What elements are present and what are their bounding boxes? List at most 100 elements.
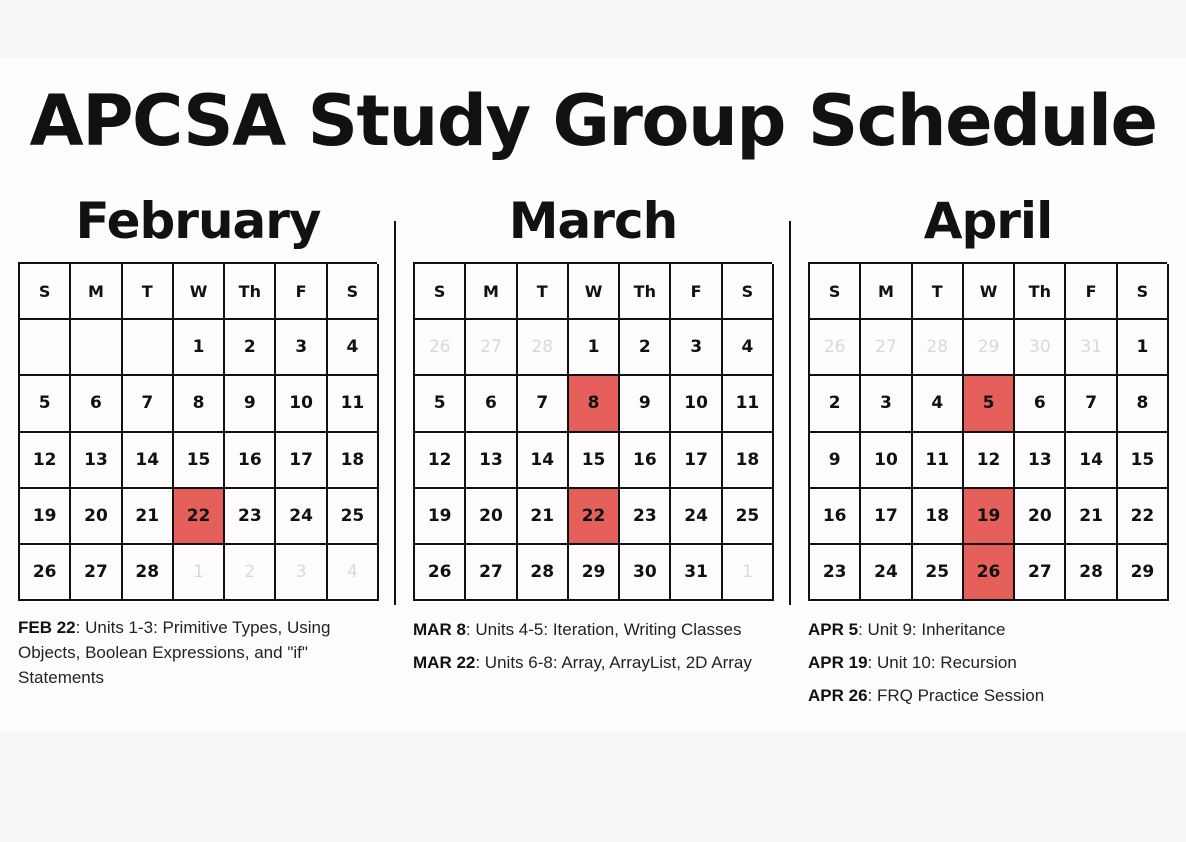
day-cell: 17 (861, 488, 913, 545)
day-cell: 7 (517, 376, 569, 433)
session-note: APR 26: FRQ Practice Session (808, 683, 1180, 708)
day-cell: 30 (620, 544, 672, 602)
day-cell: 9 (810, 432, 862, 489)
day-cell: 26 (415, 544, 467, 602)
day-cell: 29 (1117, 544, 1170, 602)
day-cell: 4 (722, 320, 775, 377)
day-cell: 12 (20, 432, 72, 489)
day-cell: 16 (810, 488, 862, 545)
day-cell: 1 (173, 544, 226, 602)
weekday-header: F (1066, 264, 1118, 321)
column-divider (789, 221, 791, 605)
day-cell: 12 (415, 432, 467, 489)
weekday-header: M (861, 264, 913, 321)
day-cell: 3 (276, 544, 328, 602)
session-note: MAR 8: Units 4-5: Iteration, Writing Cla… (413, 617, 793, 642)
weekday-header: F (276, 264, 328, 321)
day-cell: 10 (276, 376, 328, 433)
calendar-grid: S M T W Th F S 26 27 28 29 30 31 1 2 3 4 5 6 7 8 9 10 11 12 13 14 1… (808, 262, 1170, 602)
day-cell: 2 (225, 544, 277, 602)
month-title: February (75, 192, 321, 250)
weekday-header: M (71, 264, 123, 321)
day-cell: 30 (1015, 320, 1067, 377)
weekday-header: T (912, 264, 964, 321)
weekday-header: W (173, 264, 226, 321)
day-cell: 28 (517, 544, 569, 602)
day-cell: 28 (912, 320, 964, 377)
weekday-header: W (568, 264, 621, 321)
day-cell: 4 (912, 376, 964, 433)
day-cell: 18 (327, 432, 380, 489)
day-cell: 29 (568, 544, 621, 602)
day-cell: 21 (122, 488, 174, 545)
day-cell: 20 (466, 488, 518, 545)
weekday-header: S (327, 264, 380, 321)
day-cell: 19 (415, 488, 467, 545)
session-topic: : Unit 9: Inheritance (858, 620, 1006, 640)
month-title: April (923, 192, 1053, 250)
day-cell: 17 (276, 432, 328, 489)
day-cell: 8 (1117, 376, 1170, 433)
day-cell: 29 (963, 320, 1016, 377)
study-session-day: 22 (568, 488, 621, 545)
session-notes: APR 5: Unit 9: Inheritance APR 19: Unit 1… (808, 617, 1180, 708)
day-cell: 8 (173, 376, 226, 433)
day-cell: 4 (327, 320, 380, 377)
day-cell: 1 (173, 320, 226, 377)
weekday-header: S (722, 264, 775, 321)
day-cell: 26 (810, 320, 862, 377)
empty-day-cell (122, 320, 174, 377)
day-cell: 25 (722, 488, 775, 545)
day-cell: 2 (810, 376, 862, 433)
day-cell: 25 (327, 488, 380, 545)
weekday-header: Th (225, 264, 277, 321)
session-note: MAR 22: Units 6-8: Array, ArrayList, 2D … (413, 650, 793, 675)
day-cell: 12 (963, 432, 1016, 489)
weekday-header: T (517, 264, 569, 321)
empty-day-cell (71, 320, 123, 377)
day-cell: 27 (466, 320, 518, 377)
weekday-header: W (963, 264, 1016, 321)
study-session-day: 8 (568, 376, 621, 433)
day-cell: 14 (1066, 432, 1118, 489)
session-topic: : FRQ Practice Session (867, 686, 1045, 706)
weekday-header: S (810, 264, 862, 321)
day-cell: 6 (71, 376, 123, 433)
month-title: March (508, 192, 678, 250)
day-cell: 16 (620, 432, 672, 489)
weekday-header: Th (1015, 264, 1067, 321)
session-topic: : Units 6-8: Array, ArrayList, 2D Array (475, 653, 752, 673)
day-cell: 10 (671, 376, 723, 433)
column-divider (394, 221, 396, 605)
session-date: FEB 22 (18, 618, 76, 638)
day-cell: 31 (671, 544, 723, 602)
day-cell: 23 (620, 488, 672, 545)
session-note: APR 19: Unit 10: Recursion (808, 650, 1180, 675)
day-cell: 26 (20, 544, 72, 602)
day-cell: 20 (1015, 488, 1067, 545)
session-note: FEB 22: Units 1-3: Primitive Types, Usin… (18, 615, 390, 690)
day-cell: 18 (722, 432, 775, 489)
day-cell: 27 (1015, 544, 1067, 602)
day-cell: 21 (1066, 488, 1118, 545)
day-cell: 27 (466, 544, 518, 602)
calendar-march: March S M T W Th F S 26 27 28 1 2 3 4 5 6 7 8 9 10 11 12 13 14 1… (413, 188, 775, 683)
day-cell: 5 (415, 376, 467, 433)
day-cell: 21 (517, 488, 569, 545)
day-cell: 11 (912, 432, 964, 489)
weekday-header: Th (620, 264, 672, 321)
weekday-header: S (20, 264, 72, 321)
session-notes: MAR 8: Units 4-5: Iteration, Writing Cla… (413, 617, 793, 675)
day-cell: 5 (20, 376, 72, 433)
day-cell: 26 (415, 320, 467, 377)
session-date: APR 5 (808, 620, 859, 640)
day-cell: 10 (861, 432, 913, 489)
day-cell: 2 (225, 320, 277, 377)
day-cell: 1 (568, 320, 621, 377)
day-cell: 9 (225, 376, 277, 433)
day-cell: 2 (620, 320, 672, 377)
day-cell: 28 (1066, 544, 1118, 602)
session-notes: FEB 22: Units 1-3: Primitive Types, Usin… (18, 615, 390, 690)
day-cell: 11 (327, 376, 380, 433)
